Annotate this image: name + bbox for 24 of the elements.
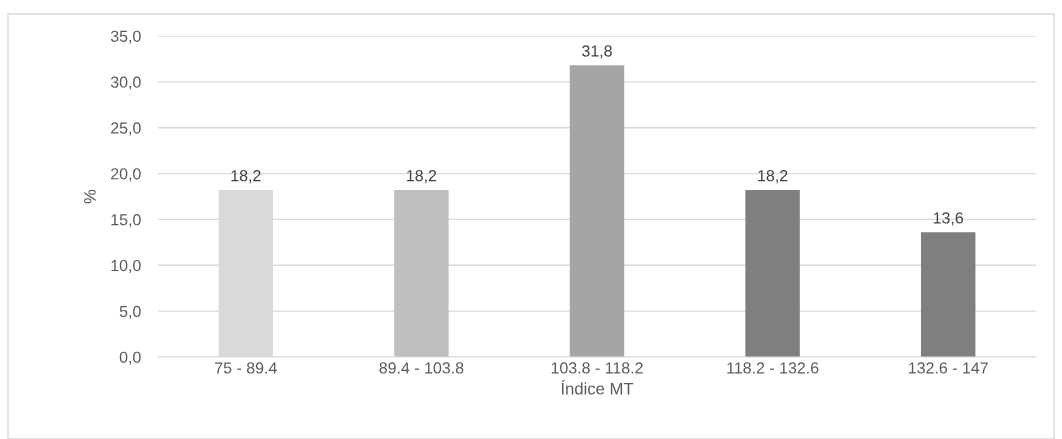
y-tick-label: 15,0 [111, 214, 141, 228]
data-label: 31,8 [582, 45, 612, 59]
y-tick-label: 10,0 [111, 259, 141, 274]
data-label: 13,6 [933, 212, 964, 226]
y-tick-label: 35,0 [110, 30, 141, 44]
data-label: 18,2 [758, 170, 788, 184]
data-label: 18,2 [231, 170, 261, 184]
bar [569, 65, 625, 357]
y-tick-label: 0,0 [119, 351, 141, 365]
y-tick-label: 20,0 [111, 168, 141, 182]
bar [920, 232, 976, 357]
bar [745, 190, 800, 357]
bar [394, 190, 449, 357]
x-tick-label: 89.4 - 103.8 [379, 362, 464, 374]
y-tick-label: 25,0 [111, 122, 141, 136]
data-label: 18,2 [407, 170, 437, 184]
x-tick-label: 75 - 89.4 [215, 362, 277, 374]
x-tick-label: 132.6 - 147 [909, 362, 988, 374]
x-axis-title: Índice MT [561, 379, 634, 395]
y-tick-label: 5,0 [119, 305, 141, 319]
y-tick-label: 30,0 [110, 76, 141, 90]
y-axis-title: % [84, 189, 96, 204]
x-tick-label: 103.8 - 118.2 [551, 362, 643, 374]
x-tick-label: 118.2 - 132.6 [727, 362, 819, 374]
